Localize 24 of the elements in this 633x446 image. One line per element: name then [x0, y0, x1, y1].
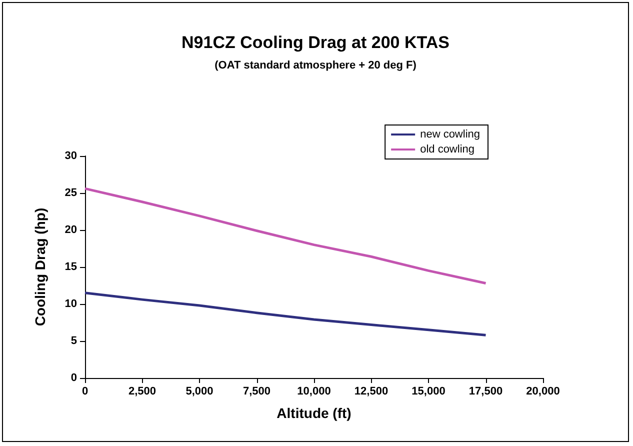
chart-subtitle: (OAT standard atmosphere + 20 deg F) — [214, 60, 417, 72]
y-tick-label: 5 — [70, 335, 77, 347]
x-tick-label: 5,000 — [186, 386, 214, 398]
line-series — [84, 187, 487, 285]
y-tick-label: 30 — [64, 150, 77, 162]
x-tick-label: 17,500 — [468, 386, 503, 398]
y-axis-title: Cooling Drag (hp) — [32, 208, 48, 326]
x-tick-label: 7,500 — [242, 386, 271, 398]
chart-title: N91CZ Cooling Drag at 200 KTAS — [182, 33, 450, 52]
y-tick-label: 15 — [64, 261, 77, 273]
y-tick-label: 0 — [70, 372, 77, 384]
x-tick-label: 20,000 — [526, 386, 560, 398]
y-tick-label: 25 — [64, 187, 77, 199]
x-tick-label: 0 — [82, 386, 88, 398]
y-tick-label: 20 — [64, 224, 77, 236]
x-tick-label: 12,500 — [354, 386, 388, 398]
x-tick-label: 2,500 — [128, 386, 156, 398]
x-axis-title: Altitude (ft) — [276, 405, 352, 421]
x-tick-label: 15,000 — [412, 386, 446, 398]
y-tick-label: 10 — [64, 298, 77, 310]
legend-label: new cowling — [420, 128, 480, 140]
line-series — [84, 292, 487, 336]
legend-label: old cowling — [420, 144, 474, 156]
x-tick-label: 10,000 — [297, 386, 331, 398]
